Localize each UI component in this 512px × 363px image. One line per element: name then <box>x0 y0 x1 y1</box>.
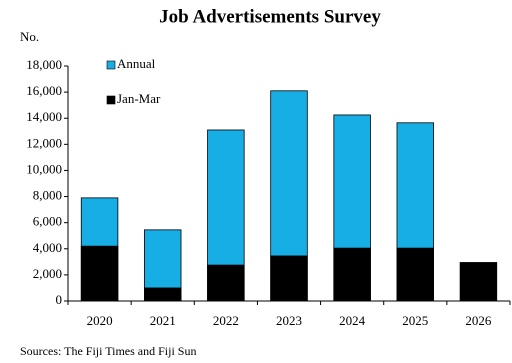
bar <box>270 255 308 302</box>
y-tick-label: 2,000 <box>33 266 62 281</box>
legend-label: Jan-Mar <box>117 91 161 106</box>
y-tick-label: 18,000 <box>26 57 62 72</box>
x-tick-label: 2024 <box>339 313 366 328</box>
y-tick-label: 14,000 <box>26 109 62 124</box>
y-tick-label: 12,000 <box>26 135 62 150</box>
bar <box>80 245 119 302</box>
bar <box>207 264 245 302</box>
legend-swatch <box>106 60 116 70</box>
x-tick-label: 2026 <box>465 313 492 328</box>
x-tick-label: 2020 <box>87 313 113 328</box>
legend-label: Annual <box>117 56 156 71</box>
bar <box>459 262 498 302</box>
x-tick-label: 2023 <box>276 313 302 328</box>
y-tick-label: 4,000 <box>33 240 62 255</box>
legend-swatch <box>106 95 116 105</box>
y-tick-label: 8,000 <box>33 188 62 203</box>
y-tick-label: 0 <box>56 292 63 307</box>
source-note: Sources: The Fiji Times and Fiji Sun <box>20 344 196 358</box>
y-tick-label: 10,000 <box>26 161 62 176</box>
bar <box>333 247 371 302</box>
x-tick-label: 2022 <box>213 313 239 328</box>
bar <box>396 247 434 302</box>
x-tick-label: 2025 <box>402 313 428 328</box>
x-tick-label: 2021 <box>150 313 176 328</box>
bar <box>144 287 182 302</box>
y-tick-label: 6,000 <box>33 214 62 229</box>
y-tick-label: 16,000 <box>26 83 62 98</box>
y-axis-label: No. <box>20 29 39 44</box>
chart-title: Job Advertisements Survey <box>159 6 381 27</box>
